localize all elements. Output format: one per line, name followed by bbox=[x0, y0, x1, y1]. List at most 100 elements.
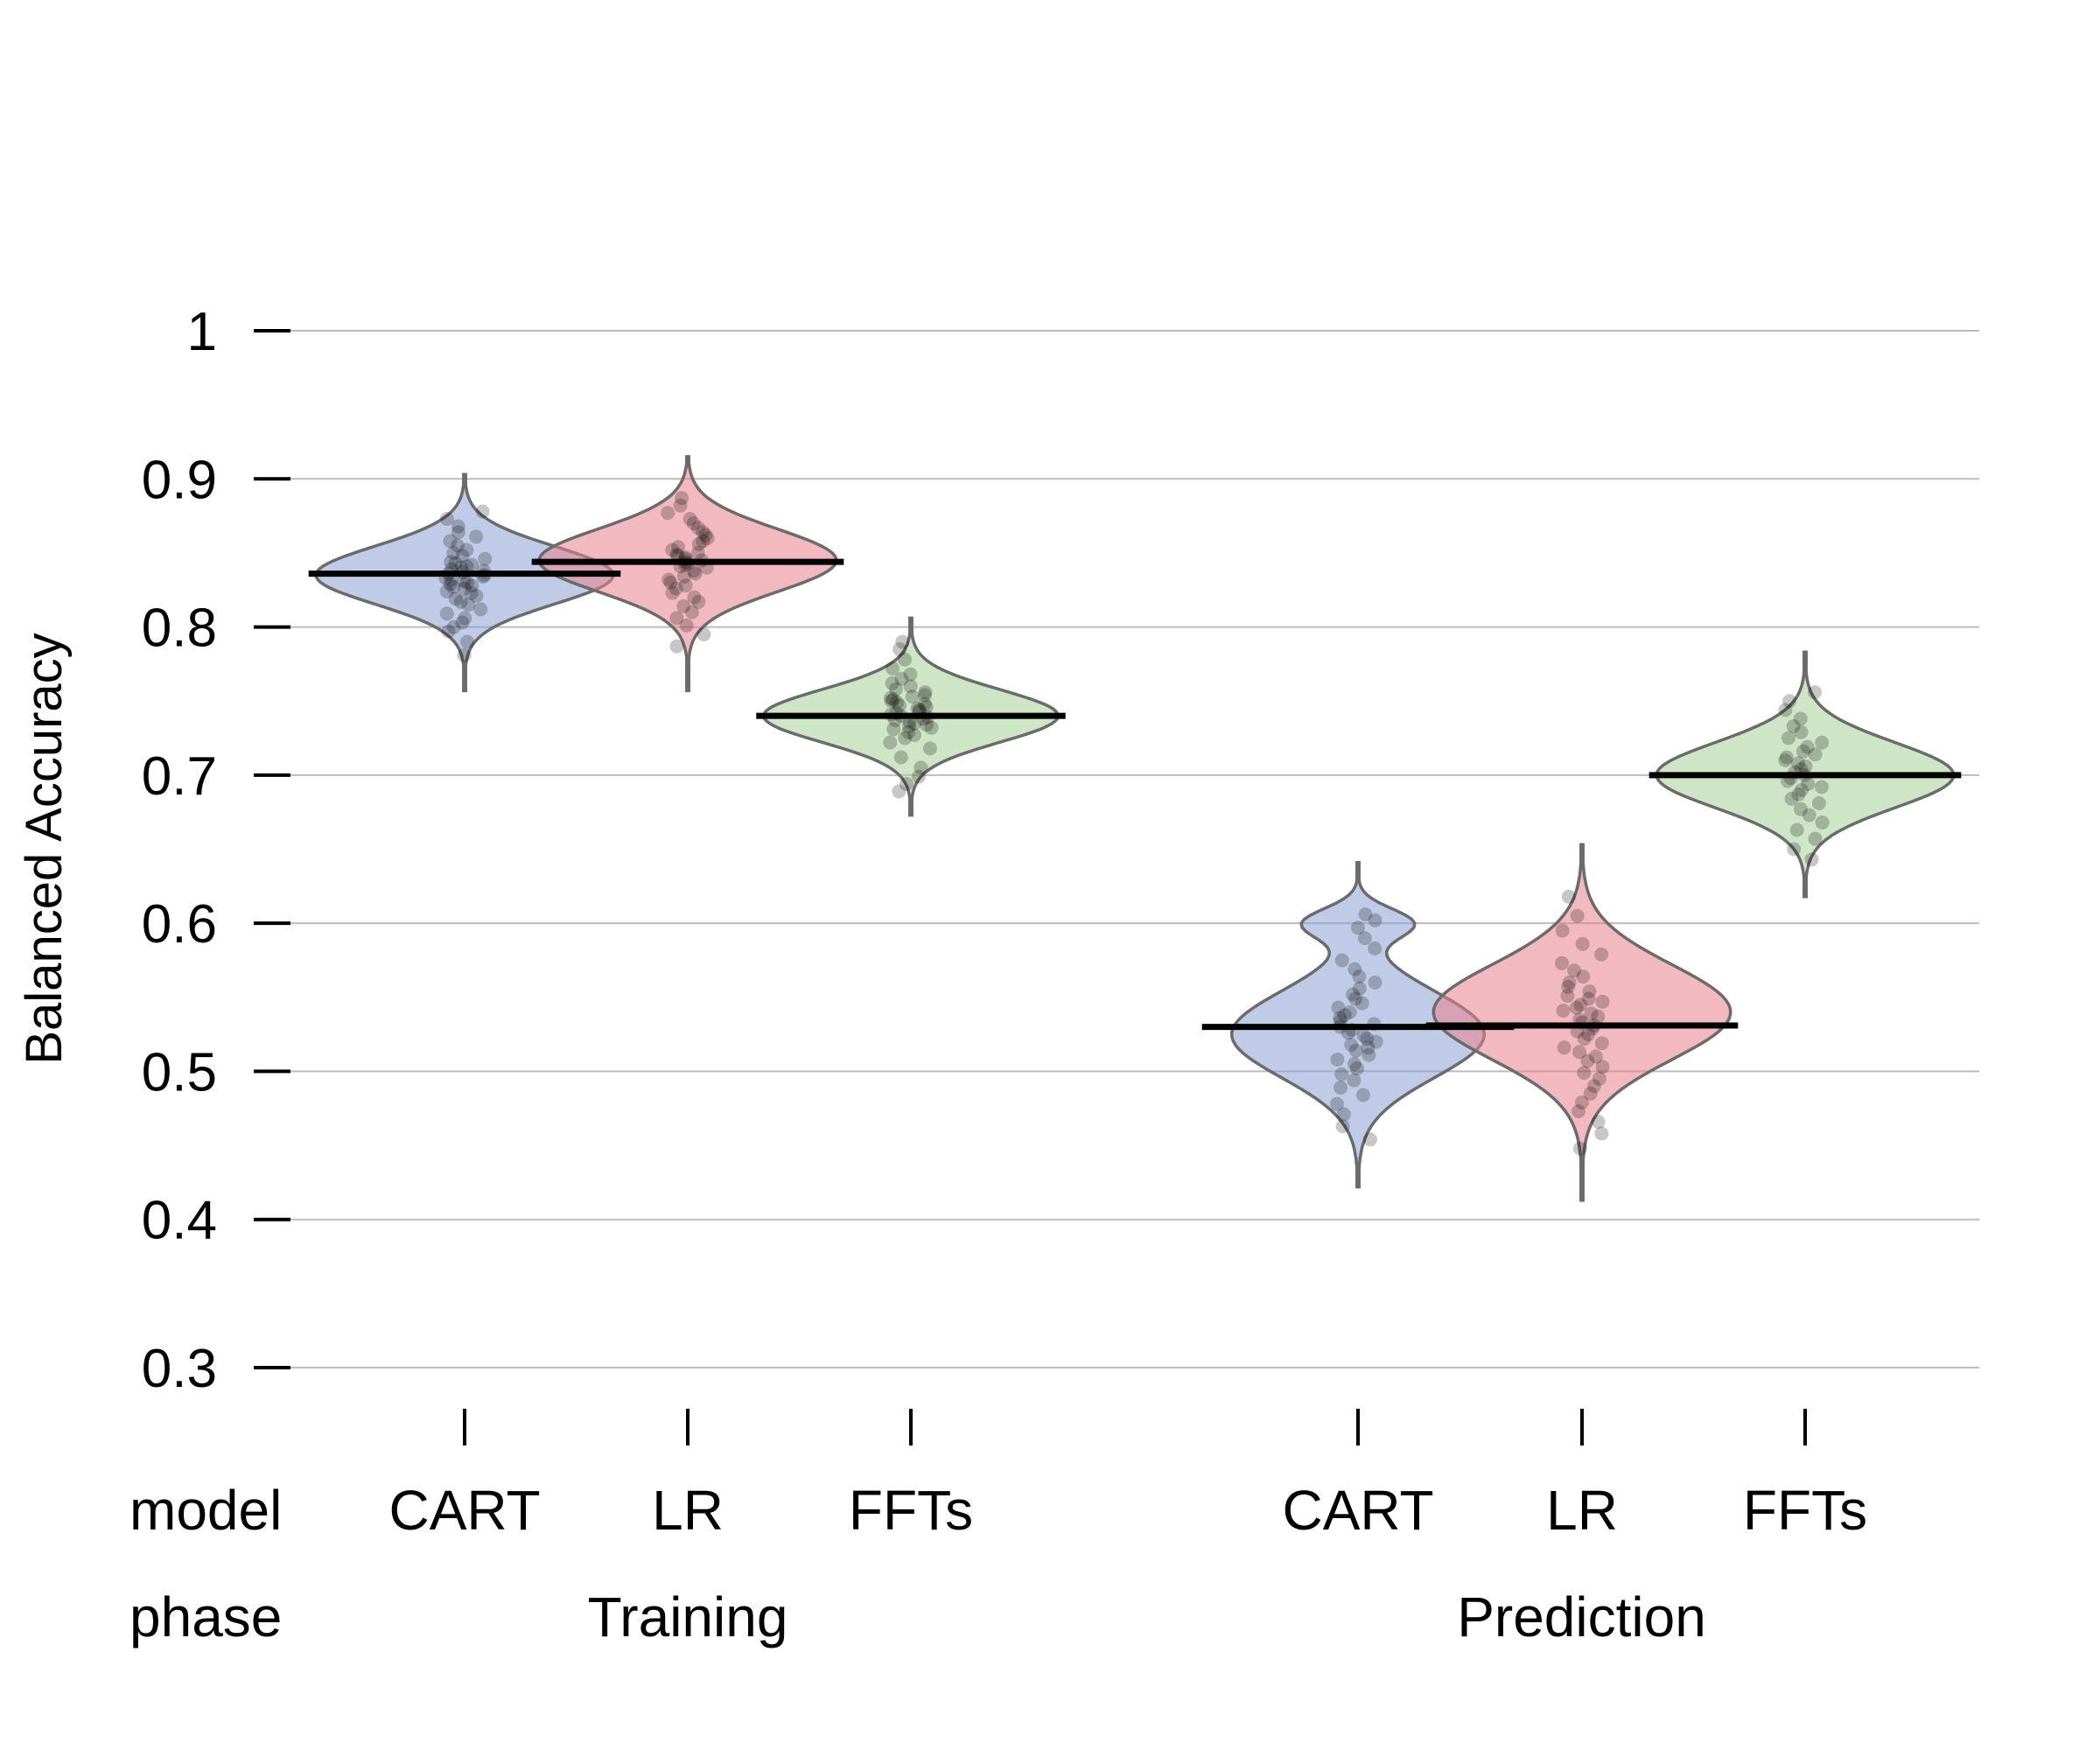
data-point bbox=[465, 557, 480, 572]
model-label: FFTs bbox=[1743, 1479, 1867, 1542]
data-point bbox=[1582, 984, 1597, 998]
data-point bbox=[665, 542, 680, 557]
data-point bbox=[919, 700, 934, 714]
data-point bbox=[1348, 991, 1363, 1006]
data-point bbox=[1811, 796, 1826, 810]
data-point bbox=[1808, 747, 1823, 762]
data-point bbox=[1362, 1132, 1377, 1147]
data-point bbox=[1336, 1107, 1351, 1122]
data-point bbox=[458, 611, 472, 626]
data-point bbox=[1815, 735, 1830, 750]
data-point bbox=[1368, 941, 1382, 956]
data-point bbox=[1334, 1081, 1348, 1095]
data-point bbox=[1778, 703, 1793, 718]
data-point bbox=[899, 777, 914, 791]
data-point bbox=[1347, 1057, 1362, 1071]
data-point bbox=[1595, 1060, 1610, 1074]
data-point bbox=[1354, 996, 1369, 1011]
data-point bbox=[911, 769, 926, 784]
data-point bbox=[886, 722, 901, 737]
data-point bbox=[690, 521, 705, 536]
data-point bbox=[671, 540, 685, 555]
data-point bbox=[886, 662, 900, 676]
data-point bbox=[457, 574, 472, 589]
data-point bbox=[444, 555, 458, 570]
data-point bbox=[676, 598, 691, 613]
data-point bbox=[895, 634, 910, 649]
data-point bbox=[1595, 994, 1610, 1009]
data-point bbox=[1591, 1009, 1606, 1024]
model-row-title: model bbox=[130, 1479, 282, 1542]
data-point bbox=[1787, 842, 1802, 857]
violin-training-lr bbox=[537, 455, 838, 693]
data-point bbox=[469, 589, 484, 603]
x-axis: CART LR FFTs CART LR FFTs Training Prediction bbox=[388, 1409, 1867, 1648]
data-point bbox=[1361, 1040, 1376, 1055]
data-point bbox=[1583, 1086, 1598, 1101]
y-axis-title: Balanced Accuracy bbox=[16, 633, 73, 1064]
data-point bbox=[1356, 1088, 1370, 1102]
data-point bbox=[1594, 1126, 1609, 1141]
data-point bbox=[1569, 1000, 1584, 1015]
violins bbox=[314, 455, 1956, 1202]
data-point bbox=[1350, 920, 1365, 935]
data-point bbox=[1794, 802, 1808, 816]
data-point bbox=[684, 605, 699, 620]
data-point bbox=[1561, 979, 1576, 994]
data-point bbox=[1572, 1104, 1586, 1119]
data-point bbox=[1352, 981, 1367, 996]
data-point bbox=[675, 491, 690, 506]
data-point bbox=[455, 615, 470, 630]
data-point bbox=[1334, 1067, 1349, 1082]
data-point bbox=[1570, 908, 1585, 923]
data-point bbox=[914, 760, 928, 775]
data-point bbox=[1562, 975, 1577, 990]
data-point bbox=[890, 695, 905, 710]
data-point bbox=[1560, 989, 1575, 1004]
data-point bbox=[669, 547, 684, 562]
y-tick-label: 0.9 bbox=[142, 450, 217, 510]
data-point bbox=[1573, 1141, 1587, 1156]
data-point bbox=[461, 598, 476, 612]
model-label: CART bbox=[388, 1479, 540, 1542]
phase-label: Training bbox=[588, 1586, 788, 1648]
data-point bbox=[1337, 1008, 1352, 1023]
data-point bbox=[901, 719, 916, 733]
data-point bbox=[663, 575, 678, 590]
data-point bbox=[459, 542, 474, 557]
data-point bbox=[883, 735, 898, 750]
data-point bbox=[1800, 739, 1815, 754]
model-label: LR bbox=[1546, 1479, 1618, 1542]
y-tick-label: 0.7 bbox=[142, 746, 217, 807]
data-point bbox=[1779, 750, 1794, 765]
data-point bbox=[1789, 822, 1804, 837]
data-point bbox=[439, 584, 454, 598]
data-point bbox=[1784, 791, 1799, 806]
data-point bbox=[1588, 1049, 1603, 1064]
data-point bbox=[1335, 1119, 1350, 1134]
phase-row-title: phase bbox=[130, 1586, 282, 1648]
data-point bbox=[1592, 1071, 1606, 1086]
data-point bbox=[1356, 1028, 1371, 1043]
y-tick-label: 0.5 bbox=[142, 1042, 217, 1102]
data-point bbox=[686, 516, 701, 531]
data-point bbox=[1557, 1040, 1572, 1055]
data-point bbox=[1348, 1043, 1363, 1058]
data-points bbox=[438, 491, 1830, 1156]
data-point bbox=[441, 624, 456, 639]
data-point bbox=[1556, 1004, 1571, 1018]
data-point bbox=[662, 572, 676, 587]
data-point bbox=[898, 652, 913, 667]
data-point bbox=[443, 577, 458, 592]
data-point bbox=[1801, 777, 1816, 791]
data-point bbox=[1362, 1047, 1376, 1062]
data-point bbox=[446, 545, 461, 560]
data-point bbox=[696, 627, 711, 641]
data-point bbox=[1368, 913, 1382, 928]
data-point bbox=[679, 618, 694, 633]
phase-label: Prediction bbox=[1457, 1586, 1706, 1648]
data-point bbox=[1796, 744, 1810, 759]
data-point bbox=[1581, 1027, 1596, 1042]
data-point bbox=[687, 564, 702, 578]
data-point bbox=[669, 639, 684, 654]
